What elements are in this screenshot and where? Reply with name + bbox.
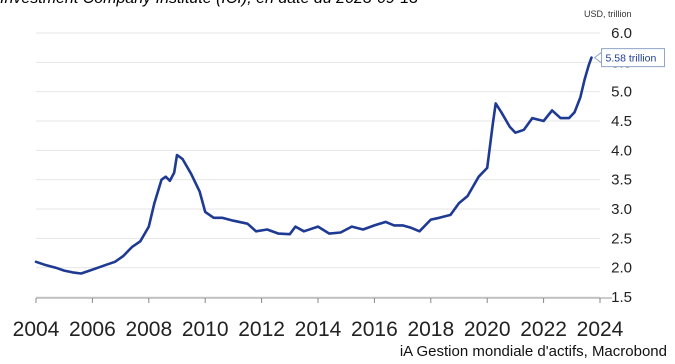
x-tick-label: 2012: [238, 318, 285, 341]
x-tick-label: 2010: [182, 318, 229, 341]
chart-source: iA Gestion mondiale d'actifs, Macrobond: [399, 343, 667, 360]
x-tick-label: 2014: [295, 318, 342, 341]
y-tick-label: 3.0: [611, 201, 632, 218]
annotation-box: [601, 48, 666, 68]
y-tick-label: 6.0: [611, 25, 632, 42]
series-line: [34, 56, 593, 275]
annotation-label: 5.58 trillion: [606, 53, 657, 65]
x-tick-label: 2008: [125, 318, 172, 341]
x-tick-label: 2004: [13, 318, 60, 341]
x-tick-label: 2020: [464, 318, 511, 341]
x-tick-label: 2006: [69, 318, 116, 341]
y-tick-label: 2.0: [611, 260, 632, 277]
x-tick-label: 2024: [577, 318, 624, 341]
y-axis-unit-label: USD, trillion: [584, 9, 632, 19]
chart-subtitle: Investment Company Institute (ICI), en d…: [0, 0, 418, 8]
y-tick-label: 3.5: [611, 172, 632, 189]
x-tick-label: 2018: [407, 318, 454, 341]
x-tick-label: 2016: [351, 318, 398, 341]
y-tick-label: 4.5: [611, 113, 632, 130]
y-tick-label: 5.0: [611, 84, 632, 101]
y-tick-label: 4.0: [611, 142, 632, 159]
y-tick-label: 1.5: [611, 289, 632, 306]
y-tick-label: 2.5: [611, 230, 632, 247]
x-tick-label: 2022: [520, 318, 567, 341]
